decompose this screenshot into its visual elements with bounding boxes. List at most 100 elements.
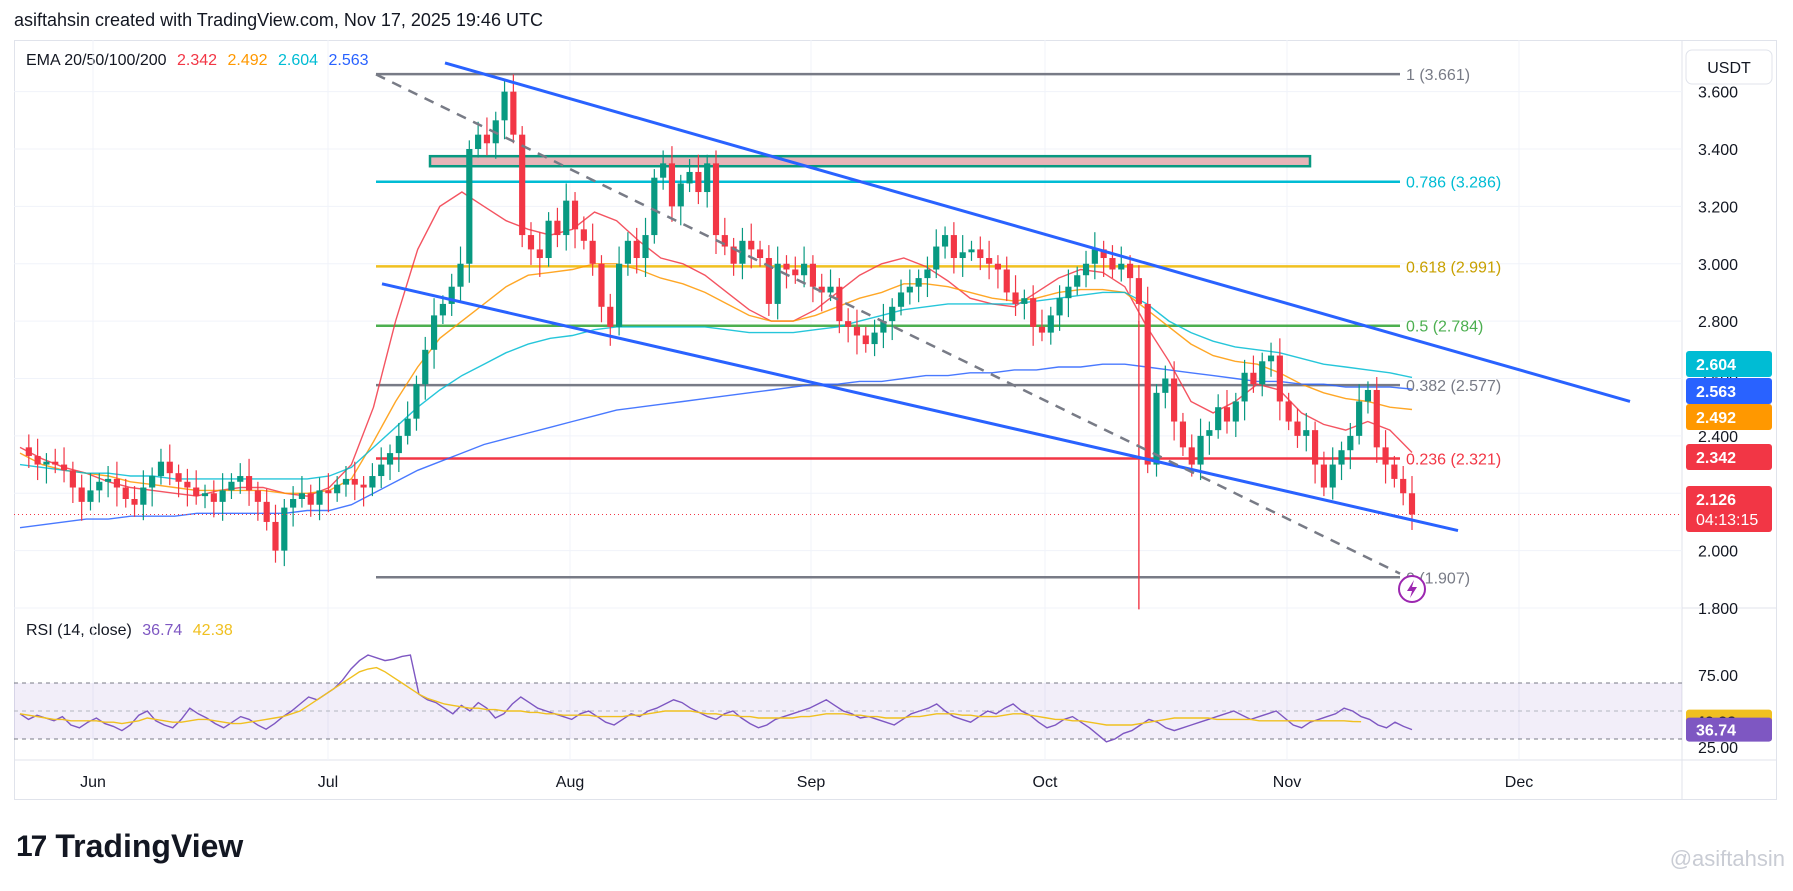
- candle: [1074, 266, 1081, 296]
- candle: [721, 217, 728, 256]
- candle: [501, 78, 508, 140]
- candle: [1126, 255, 1134, 294]
- price-tick-label: 2.400: [1698, 429, 1738, 446]
- candle-body: [1065, 286, 1072, 299]
- candle-body: [263, 501, 270, 522]
- candle: [730, 237, 737, 276]
- candle-body: [1162, 378, 1169, 393]
- rsi-tick-label: 75.00: [1698, 668, 1738, 685]
- candle: [589, 223, 596, 276]
- candle: [950, 222, 957, 274]
- candle-body: [977, 249, 984, 259]
- candle: [316, 477, 323, 521]
- candle: [78, 474, 85, 521]
- candle: [660, 150, 667, 190]
- candle-body: [624, 240, 631, 264]
- candle: [704, 154, 711, 208]
- ema20-value: 2.342: [177, 52, 218, 69]
- candle: [290, 486, 297, 527]
- rsi-tick-label: 25.00: [1698, 740, 1738, 757]
- candle: [105, 466, 112, 498]
- candle: [1038, 309, 1046, 342]
- price-tick-label: 3.600: [1698, 85, 1738, 102]
- candle: [1338, 441, 1345, 481]
- price-axis-badge-bg: [1686, 351, 1772, 377]
- candle-body: [342, 478, 350, 485]
- candle: [915, 269, 922, 303]
- candle: [483, 117, 491, 156]
- candle-body: [862, 335, 869, 345]
- candle: [1197, 418, 1204, 481]
- time-tick-label: Sep: [797, 774, 826, 791]
- candle-body: [1091, 249, 1098, 264]
- candle: [1250, 355, 1257, 393]
- candle-body: [316, 490, 323, 505]
- candle-body: [563, 200, 570, 236]
- price-axis-badge: 2.342: [1686, 444, 1772, 470]
- candle: [140, 470, 147, 521]
- candle-body: [1030, 298, 1037, 327]
- candle: [624, 232, 631, 276]
- candle: [201, 484, 209, 509]
- candle-body: [686, 171, 693, 184]
- upper-trendline: [444, 61, 1631, 403]
- candle: [228, 473, 235, 499]
- candle-body: [765, 258, 772, 304]
- rsi-axis-badge: 36.74: [1686, 717, 1772, 742]
- candle-body: [818, 286, 825, 293]
- candle-body: [668, 163, 676, 207]
- candle-body: [1373, 389, 1380, 448]
- candle: [395, 422, 402, 473]
- candle: [1303, 412, 1310, 452]
- candle-body: [809, 263, 816, 287]
- candle: [1364, 381, 1372, 414]
- candle: [131, 486, 138, 517]
- candle: [1135, 265, 1142, 323]
- candle-body: [166, 461, 173, 474]
- candle-body: [131, 498, 138, 505]
- price-axis-badge-bg: [1686, 444, 1772, 470]
- candle-body: [448, 286, 455, 304]
- candle-body: [413, 384, 420, 419]
- candle: [756, 240, 764, 267]
- candle-body: [483, 134, 491, 144]
- rsi-axis-badge-bg: [1686, 717, 1772, 742]
- price-axis-badge-text: 2.126: [1696, 492, 1736, 509]
- candle-body: [298, 493, 306, 499]
- candle: [113, 461, 120, 507]
- candle-body: [836, 286, 843, 322]
- candle: [871, 319, 878, 357]
- candle-body: [360, 484, 367, 488]
- tradingview-logo[interactable]: 17 TradingView: [16, 828, 243, 865]
- rsi-ma-value: 42.38: [192, 622, 233, 639]
- candle-body: [237, 476, 244, 482]
- time-tick-label: Jul: [318, 774, 338, 791]
- candle-body: [1179, 421, 1187, 448]
- candle-body: [1338, 450, 1345, 465]
- candle: [1065, 269, 1072, 318]
- candle: [889, 298, 896, 341]
- price-axis-badge: 2.492: [1686, 404, 1772, 430]
- candle: [633, 227, 640, 274]
- price-axis-badge-text: 2.563: [1696, 384, 1736, 401]
- candle-body: [792, 269, 799, 276]
- candle: [836, 278, 843, 334]
- candle-body: [1047, 315, 1054, 333]
- candle-body: [589, 240, 596, 264]
- candle: [536, 232, 543, 277]
- candle-body: [994, 263, 1002, 270]
- candle-body: [704, 163, 711, 193]
- candle-body: [307, 493, 314, 505]
- candle-body: [1126, 263, 1134, 279]
- price-axis-badge-text: 2.342: [1696, 450, 1736, 467]
- chart-credit: asiftahsin created with TradingView.com,…: [14, 10, 543, 30]
- candles: [25, 74, 1416, 567]
- candle: [765, 245, 772, 316]
- candle: [254, 481, 261, 521]
- candle: [519, 126, 526, 248]
- candle-body: [34, 455, 41, 465]
- candle: [422, 336, 429, 400]
- author-watermark: @asiftahsin: [1669, 846, 1785, 871]
- candle-body: [1347, 435, 1354, 451]
